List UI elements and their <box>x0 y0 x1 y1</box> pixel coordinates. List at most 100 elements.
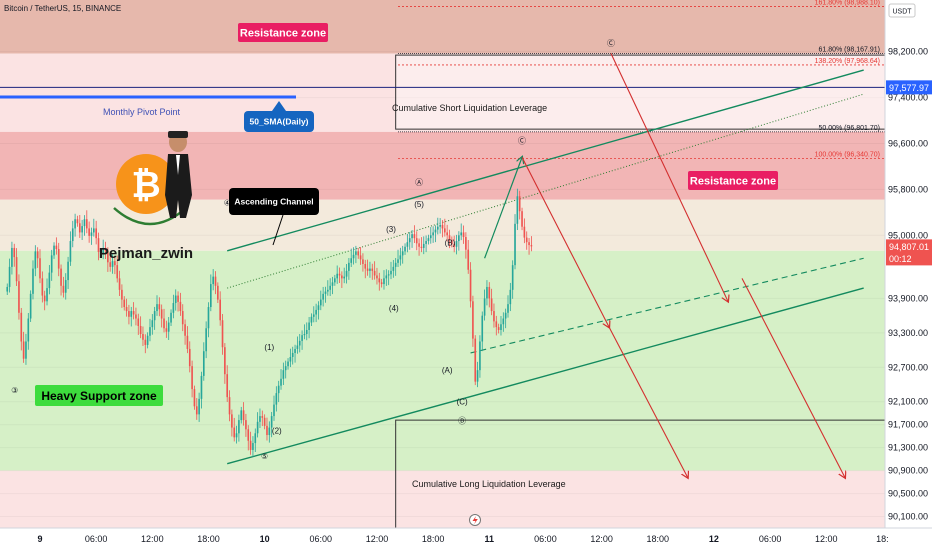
time-axis[interactable]: 9 06:00 12:00 18:00 10 06:00 12:00 18:00 11 06:00… <box>0 514 932 550</box>
candle-body <box>123 299 126 308</box>
candle-body <box>329 285 331 290</box>
candle-body <box>432 232 434 236</box>
candle-body <box>217 285 219 300</box>
price-tick-label: 92,700.00 <box>888 362 928 372</box>
price-axis[interactable]: USDT 98,200.00 97,400.00 96,600.00 95,800.00… <box>884 0 932 550</box>
author-name: Pejman_zwin <box>99 245 193 262</box>
candle-body <box>36 251 39 259</box>
heavy-support-label-text: Heavy Support zone <box>41 389 157 403</box>
sma-price-label: 97,577.97 <box>889 83 929 93</box>
candle-body <box>195 406 198 415</box>
candle-body <box>453 243 455 247</box>
candle-body <box>387 274 390 276</box>
candle-body <box>277 385 280 394</box>
candle-body <box>252 443 254 450</box>
candle-body <box>373 270 376 276</box>
zone-support <box>0 250 885 471</box>
candle-body <box>343 276 346 279</box>
candle-body <box>64 280 67 293</box>
time-tick-label: 18:00 <box>646 534 669 544</box>
candle-body <box>488 286 491 299</box>
candle-body <box>266 425 268 436</box>
candle-body <box>165 328 168 332</box>
price-tick-label: 91,300.00 <box>888 443 928 453</box>
zone-resistance-band <box>0 53 885 132</box>
candle-body <box>179 301 182 312</box>
candle-body <box>516 196 519 224</box>
candle-body <box>493 311 495 322</box>
candle-body <box>247 429 250 441</box>
monthly-pivot-label: Monthly Pivot Point <box>103 107 181 117</box>
candle-body <box>483 298 486 316</box>
candle-body <box>315 309 317 315</box>
candle-body <box>479 341 481 371</box>
time-tick-label: 06:00 <box>85 534 108 544</box>
candle-body <box>500 324 502 330</box>
candle-body <box>465 237 467 250</box>
candle-body <box>305 330 308 335</box>
candle-body <box>198 398 200 415</box>
candle-body <box>378 278 381 283</box>
wave-label: (2) <box>272 426 282 435</box>
candle-body <box>219 299 221 321</box>
price-tick-label: 98,200.00 <box>888 47 928 57</box>
price-tick-label: 92,100.00 <box>888 397 928 407</box>
short-liquidation-box <box>395 54 911 130</box>
candle-body <box>62 285 65 293</box>
candle-body <box>29 293 32 319</box>
candle-body <box>95 228 97 239</box>
price-tick-label: 90,500.00 <box>888 489 928 499</box>
candle-body <box>67 261 69 281</box>
candle-body <box>467 249 470 270</box>
candle-body <box>294 348 296 353</box>
candle-body <box>212 276 214 285</box>
candle-body <box>231 414 233 428</box>
candle-body <box>282 370 285 379</box>
candle-body <box>235 433 238 438</box>
candle-body <box>104 247 107 252</box>
avatar-hair-icon <box>168 131 188 138</box>
candle-body <box>170 312 172 323</box>
candle-body <box>451 239 453 244</box>
candle-body <box>317 305 320 310</box>
candle-body <box>273 404 275 417</box>
price-tick-label: 95,000.00 <box>888 230 928 240</box>
candle-body <box>366 268 369 271</box>
candle-body <box>280 378 282 386</box>
bitcoin-logo-letter: ₿ <box>131 164 160 205</box>
candle-body <box>93 228 95 233</box>
candle-body <box>390 270 392 275</box>
channel-upper-line <box>227 69 864 252</box>
price-tick-label: 95,800.00 <box>888 184 928 194</box>
current-price-box <box>886 239 932 266</box>
candle-body <box>352 254 355 259</box>
candle-body <box>448 235 451 240</box>
time-tick-label: 12:00 <box>141 534 164 544</box>
candle-body <box>359 255 362 260</box>
candle-body <box>434 229 437 233</box>
countdown-label: 00:12 <box>889 254 912 264</box>
symbol-title: Bitcoin / TetherUS, 15, BINANCE <box>4 4 121 13</box>
candle-body <box>259 416 261 422</box>
time-tick-label: 18: <box>876 534 889 544</box>
candle-body <box>518 196 521 212</box>
wave-label: (1) <box>264 343 274 352</box>
fib-label: 50.00% (96,801.70) <box>819 125 881 132</box>
candle-body <box>6 286 9 292</box>
candle-body <box>521 211 523 227</box>
time-tick-label: 12 <box>709 534 719 544</box>
candle-body <box>444 228 446 233</box>
candle-body <box>207 307 210 329</box>
candle-body <box>369 268 371 271</box>
time-tick-label: 12:00 <box>815 534 838 544</box>
candle-body <box>97 238 100 252</box>
candle-body <box>22 341 25 359</box>
candle-body <box>102 247 104 254</box>
candle-body <box>135 314 137 319</box>
candle-body <box>34 251 37 269</box>
candle-body <box>188 348 191 367</box>
wave-label: Ⓐ <box>415 178 423 187</box>
candle-body <box>312 314 315 317</box>
